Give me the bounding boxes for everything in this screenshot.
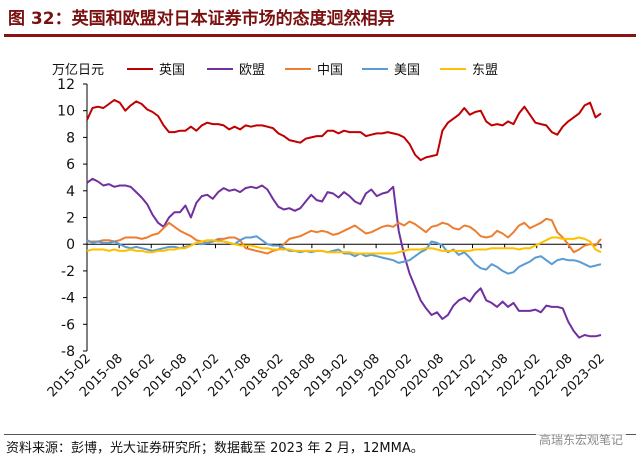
y-tick-label: 4: [66, 184, 75, 200]
unit-label: 万亿日元: [52, 63, 104, 78]
legend: 英国 欧盟 中国 美国 东盟: [127, 63, 498, 78]
legend-label: 美国: [394, 63, 420, 78]
y-axis: -8 -6 -4 -2 0 2 4 6 8 10 12: [57, 77, 88, 360]
series-line-4: [86, 235, 602, 275]
series-line-2: [86, 177, 602, 339]
y-tick-label: -8: [61, 344, 75, 360]
y-tick-label: -2: [61, 264, 75, 280]
legend-label: 东盟: [472, 63, 498, 78]
y-tick-label: 12: [57, 77, 75, 93]
x-axis: 2015-022015-082016-022016-082017-022017-…: [45, 243, 608, 400]
line-chart: 万亿日元 英国 欧盟 中国 美国 东盟 -8 -6 -4 -2 0 2 4 6 8 10 12 2015-0…: [45, 63, 608, 400]
series-line-5: [86, 236, 602, 255]
legend-label: 欧盟: [239, 63, 265, 78]
footer-divider: [4, 434, 636, 435]
watermark: 高瑞东宏观笔记: [535, 430, 626, 449]
legend-label: 中国: [317, 63, 343, 78]
source-note: 资料来源：彭博，光大证券研究所；数据截至 2023 年 2 月，12MMA。: [6, 441, 424, 456]
series-line-3: [87, 217, 602, 255]
y-tick-label: 8: [66, 130, 75, 146]
y-tick-label: 2: [66, 211, 75, 227]
chart-title: 图 32：英国和欧盟对日本证券市场的态度迥然相异: [8, 9, 395, 29]
series-line-1: [86, 99, 602, 162]
y-tick-label: 6: [66, 157, 75, 173]
title-underline: [4, 34, 636, 37]
plot-area: [86, 99, 602, 339]
y-tick-label: -4: [61, 291, 75, 307]
legend-label: 英国: [159, 63, 185, 78]
y-tick-label: 0: [66, 237, 75, 253]
y-tick-label: 10: [57, 104, 75, 120]
y-tick-label: -6: [61, 317, 75, 333]
